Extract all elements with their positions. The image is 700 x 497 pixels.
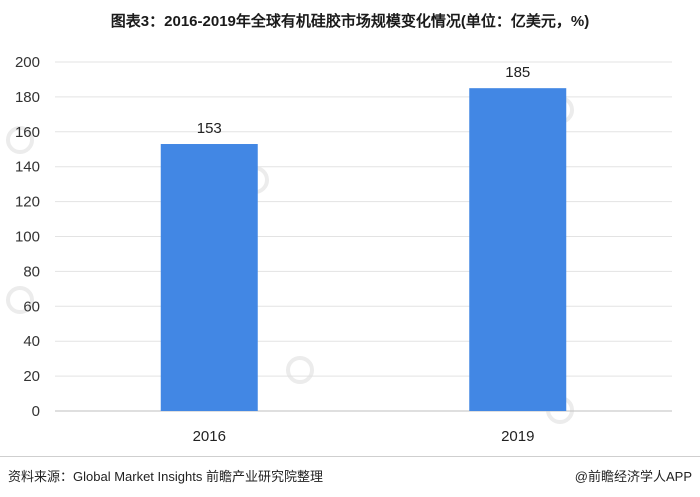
y-tick-label: 120	[15, 194, 40, 211]
data-labels: 153 185	[197, 64, 531, 137]
y-tick-label: 140	[15, 159, 40, 176]
data-label: 185	[505, 64, 530, 81]
x-axis-ticks: 2016 2019	[193, 428, 535, 445]
watermark-logo	[6, 286, 34, 314]
y-tick-label: 180	[15, 89, 40, 106]
y-tick-label: 200	[15, 54, 40, 71]
bar-2019	[469, 88, 567, 412]
footer-divider	[0, 456, 700, 457]
y-tick-label: 100	[15, 229, 40, 246]
x-tick-label: 2019	[501, 428, 534, 445]
y-tick-label: 80	[23, 263, 40, 280]
gridlines	[55, 61, 672, 412]
watermark-logo	[286, 356, 314, 384]
y-tick-label: 40	[23, 333, 40, 350]
watermark-logo	[6, 126, 34, 154]
bar-2016	[160, 144, 258, 411]
x-tick-label: 2016	[193, 428, 226, 445]
chart-title: 图表3：2016-2019年全球有机硅胶市场规模变化情况(单位：亿美元，%)	[110, 13, 590, 30]
y-tick-label: 160	[15, 124, 40, 141]
data-label: 153	[197, 120, 222, 137]
y-tick-label: 20	[23, 368, 40, 385]
y-tick-label: 0	[32, 403, 40, 420]
y-axis-ticks: 0 20 40 60 80 100 120 140 160 180 200	[15, 54, 40, 420]
bars	[160, 88, 567, 412]
y-tick-label: 60	[23, 298, 40, 315]
credit-note: @前瞻经济学人APP	[574, 469, 692, 484]
source-note: 资料来源：Global Market Insights 前瞻产业研究院整理	[8, 469, 323, 484]
